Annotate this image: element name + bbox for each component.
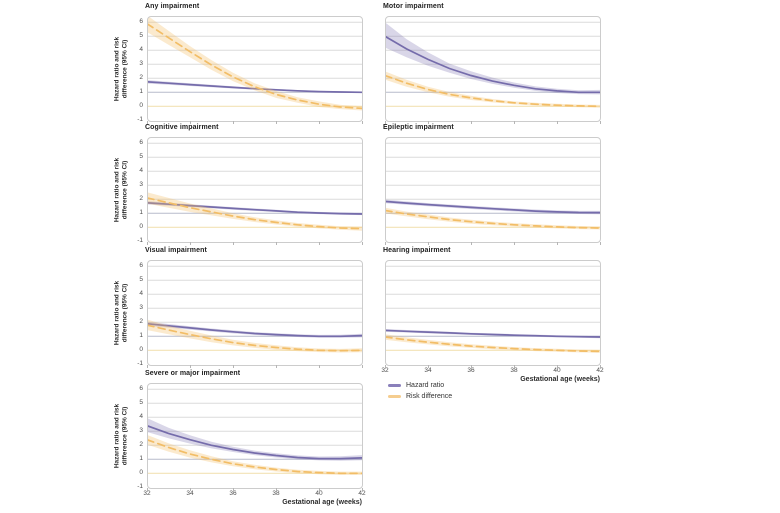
legend-label: Hazard ratio (406, 381, 445, 389)
y-tick-label: 2 (139, 74, 143, 82)
y-tick-label: 6 (139, 262, 143, 270)
y-tick-label: 4 (139, 46, 143, 54)
risk-difference-line-swatch (388, 395, 401, 398)
hazard-ratio-line-swatch (388, 384, 401, 387)
y-tick-label: -1 (137, 483, 143, 491)
y-tick-label: 1 (139, 332, 143, 340)
x-tick-label: 34 (424, 367, 432, 374)
risk-difference-line (386, 336, 600, 353)
x-tick-label: 40 (553, 367, 561, 374)
x-axis-label: Gestational age (weeks) (282, 499, 362, 506)
y-tick-label: 3 (139, 60, 143, 68)
x-tick-label: 32 (143, 490, 151, 497)
y-tick-label: 2 (139, 318, 143, 326)
hazard-ratio-line (148, 201, 362, 215)
chart-legend: Hazard ratio Risk difference (388, 380, 452, 402)
x-axis-label: Gestational age (weeks) (520, 376, 600, 383)
y-tick-label: 3 (139, 304, 143, 312)
legend-item-risk-difference: Risk difference (388, 391, 452, 402)
chart-plot (385, 16, 601, 124)
y-tick-label: 6 (139, 385, 143, 393)
panel-title: Visual impairment (145, 247, 207, 254)
x-tick-label: 38 (272, 490, 280, 497)
chart-plot (147, 137, 363, 245)
chart-plot (147, 16, 363, 124)
y-tick-label: 4 (139, 167, 143, 175)
y-tick-label: -1 (137, 237, 143, 245)
x-tick-label: 36 (229, 490, 237, 497)
hazard-ratio-line (386, 200, 600, 214)
panel-title: Severe or major impairment (145, 370, 241, 377)
y-tick-label: 6 (139, 18, 143, 26)
y-tick-label: 1 (139, 88, 143, 96)
y-tick-label: 1 (139, 209, 143, 217)
risk-difference-line (148, 22, 362, 110)
x-tick-label: 38 (510, 367, 518, 374)
risk-difference-line (148, 197, 362, 230)
hazard-ratio-line (148, 80, 362, 94)
x-tick-label: 36 (467, 367, 475, 374)
y-tick-label: -1 (137, 116, 143, 124)
y-tick-label: 0 (139, 102, 143, 110)
x-tick-label: 42 (358, 490, 366, 497)
panel-title: Hearing impairment (383, 247, 451, 254)
x-tick-label: 32 (381, 367, 389, 374)
y-tick-label: 0 (139, 346, 143, 354)
chart-plot (385, 260, 601, 368)
chart-plot (147, 260, 363, 368)
y-tick-label: 3 (139, 181, 143, 189)
y-tick-label: 3 (139, 427, 143, 435)
y-tick-label: 5 (139, 153, 143, 161)
panel-title: Any impairment (145, 3, 200, 10)
y-tick-label: 5 (139, 399, 143, 407)
y-tick-label: 5 (139, 32, 143, 40)
y-tick-label: 2 (139, 195, 143, 203)
x-tick-label: 42 (596, 367, 604, 374)
hazard-ratio-line (148, 322, 362, 338)
x-tick-label: 40 (315, 490, 323, 497)
panel-title: Cognitive impairment (145, 124, 219, 131)
hazard-ratio-line (148, 424, 362, 460)
risk-difference-line (386, 74, 600, 108)
legend-label: Risk difference (406, 392, 453, 400)
risk-difference-line (386, 209, 600, 229)
y-tick-label: -1 (137, 360, 143, 368)
y-tick-label: 1 (139, 455, 143, 463)
legend-item-hazard-ratio: Hazard ratio (388, 380, 452, 391)
y-tick-label: 0 (139, 223, 143, 231)
y-tick-label: 2 (139, 441, 143, 449)
x-tick-label: 34 (186, 490, 194, 497)
risk-difference-line (148, 438, 362, 475)
y-tick-label: 0 (139, 469, 143, 477)
panel-title: Epileptic impairment (383, 124, 454, 131)
hazard-ratio-line (386, 329, 600, 338)
y-tick-label: 4 (139, 413, 143, 421)
y-tick-label: 4 (139, 290, 143, 298)
y-tick-label: 5 (139, 276, 143, 284)
panel-title: Motor impairment (383, 3, 444, 10)
y-tick-label: 6 (139, 139, 143, 147)
chart-plot (147, 383, 363, 491)
hazard-ratio-line (386, 35, 600, 94)
chart-plot (385, 137, 601, 245)
risk-difference-line (148, 324, 362, 352)
